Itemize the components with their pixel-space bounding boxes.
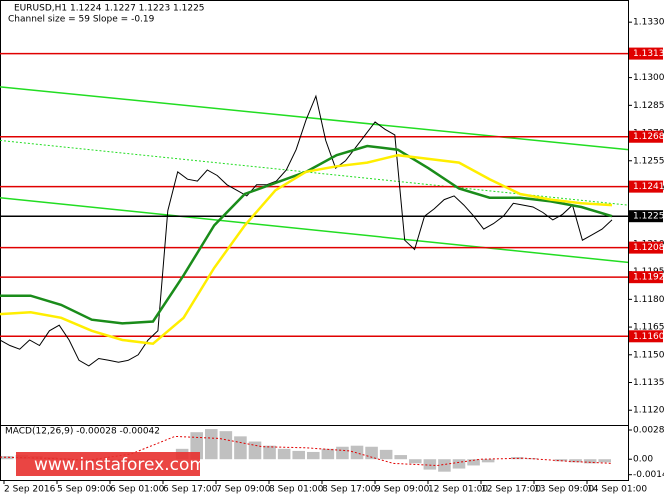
macd-bar [219,431,233,460]
macd-bar [379,449,393,460]
price-line [0,153,613,346]
macd-bar [409,459,422,464]
x-tick-label: 14 Sep 01:00 [587,485,647,495]
x-tick-label: 6 Sep 17:00 [163,485,218,495]
chart-subtitle: Channel size = 59 Slope = -0.19 [8,15,155,25]
macd-bar [525,458,539,460]
macd-bar [263,445,276,460]
channel-line [0,196,629,264]
channel-mid [0,139,629,206]
level-box [629,180,663,193]
level-label: 1.1208 [633,243,664,253]
y-tick-label: 1.1330 [633,18,664,28]
y-tick-label: 1.1135 [633,378,664,388]
x-tick-label: 2 Sep 2016 [4,485,56,495]
macd-bar [292,450,305,460]
macd-bar [467,459,480,466]
macd-bar [277,448,291,460]
macd-bar [234,436,247,460]
macd-bar [423,459,437,470]
level-box [629,130,663,143]
x-tick-label: 9 Sep 09:00 [375,485,430,495]
price-line [0,94,613,367]
y-tick-label: 1.1255 [633,156,664,166]
level-box [629,271,663,284]
macd-bar [307,451,320,460]
x-tick-label: 12 Sep 17:00 [481,485,541,495]
x-tick-label: 6 Sep 01:00 [110,485,165,495]
watermark-box [16,452,200,476]
level-label: 1.1241 [633,182,664,192]
x-tick-label: 13 Sep 09:00 [534,485,594,495]
level-label: 1.1225 [633,212,664,222]
level-label: 1.1192 [633,273,664,283]
level-label: 1.1313 [633,49,664,59]
macd-tick-label: 0.00 [633,455,653,465]
y-tick-label: 1.1180 [633,295,664,305]
macd-bar [248,441,262,460]
x-tick-label: 8 Sep 17:00 [322,485,377,495]
macd-bar [365,446,378,460]
watermark: www.instaforex.com [34,455,206,475]
macd-bar [350,445,364,460]
x-tick-label: 7 Sep 09:00 [216,485,271,495]
y-tick-label: 1.1120 [633,406,664,416]
channel-line [0,86,629,151]
macd-bar [583,459,597,464]
x-tick-label: 12 Sep 01:00 [428,485,488,495]
macd-tick-label: 0.00281 [633,426,664,436]
level-label: 1.1268 [633,132,664,142]
level-label: 1.1160 [633,332,664,342]
macd-bar [205,429,218,460]
chart-title: EURUSD,H1 1.1224 1.1227 1.1223 1.1225 [14,4,205,14]
x-tick-label: 8 Sep 01:00 [269,485,324,495]
macd-bar [394,455,407,460]
macd-label: MACD(12,26,9) -0.00028 -0.00042 [5,427,160,437]
macd-bar [554,459,568,462]
y-tick-label: 1.1150 [633,350,664,360]
macd-bar [598,459,611,463]
macd-bar [336,446,349,460]
plot-frame [0,0,629,481]
macd-signal [0,435,613,467]
macd-tick-label: -0.00149 [633,470,664,480]
level-box [629,241,663,254]
macd-bar [569,459,582,463]
macd-bar [438,459,451,472]
level-box [629,330,663,343]
macd-bar [1,456,14,460]
y-tick-label: 1.1165 [633,323,664,333]
y-tick-label: 1.1285 [633,101,664,111]
level-box [629,47,663,60]
x-tick-label: 5 Sep 09:00 [57,485,112,495]
macd-bar [321,448,335,460]
macd-bar [452,459,466,469]
macd-bar [481,459,495,463]
y-tick-label: 1.1300 [633,73,664,83]
level-box [629,210,663,223]
